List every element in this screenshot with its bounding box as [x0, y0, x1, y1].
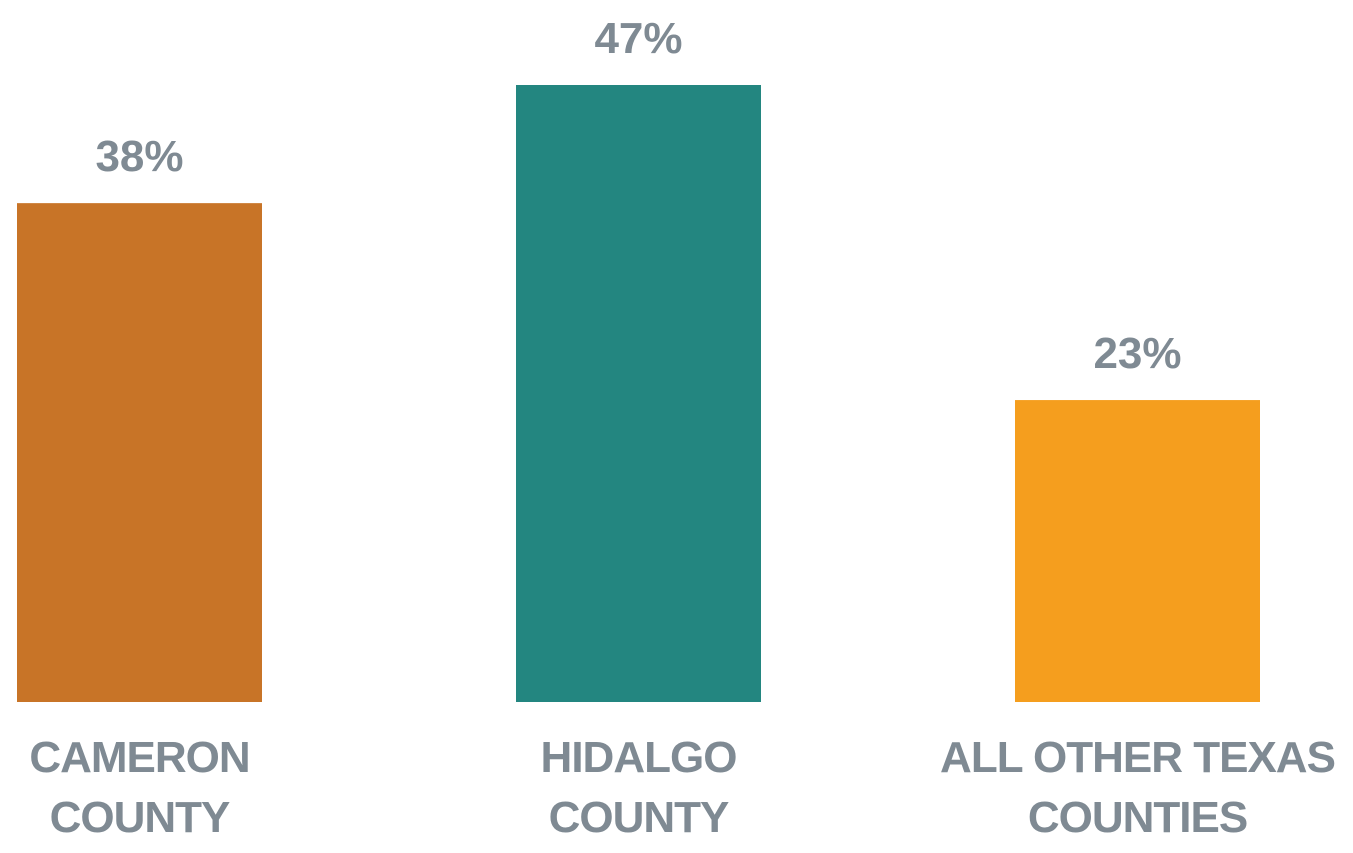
bar: [1015, 400, 1260, 702]
value-label: 47%: [594, 14, 682, 63]
category-label: HIDALGO COUNTY: [540, 733, 738, 842]
value-label: 23%: [1093, 329, 1181, 378]
category-label: CAMERON COUNTY: [29, 733, 250, 842]
value-label: 38%: [95, 132, 183, 181]
bar: [516, 85, 761, 702]
category-label: ALL OTHER TEXAS COUNTIES: [940, 733, 1336, 842]
bar: [17, 203, 262, 703]
